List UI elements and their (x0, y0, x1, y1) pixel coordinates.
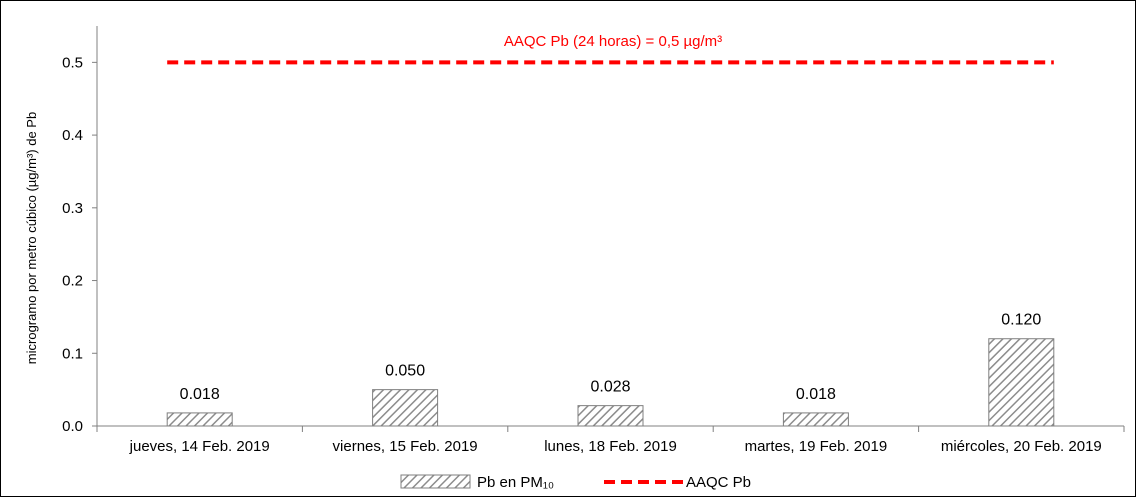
bar (372, 389, 439, 427)
y-tick-label: 0.3 (62, 200, 83, 217)
data-label: 0.028 (590, 379, 630, 396)
data-label: 0.018 (180, 386, 220, 403)
bars: 0.018 0.050 0.028 0.018 0.120 (166, 312, 1055, 427)
x-tick-label: viernes, 15 Feb. 2019 (333, 438, 478, 455)
data-label: 0.120 (1001, 312, 1041, 329)
x-tick-label: martes, 19 Feb. 2019 (745, 438, 888, 455)
x-tick-label: lunes, 18 Feb. 2019 (544, 438, 677, 455)
x-tick-label: miércoles, 20 Feb. 2019 (941, 438, 1102, 455)
reference-annotation: AAQC Pb (24 horas) = 0,5 µg/m³ (504, 33, 722, 50)
legend-swatch-bars (400, 474, 471, 489)
y-tick-label: 0.2 (62, 273, 83, 290)
y-tick-label: 0.1 (62, 345, 83, 362)
bar (782, 412, 849, 427)
bar (577, 405, 644, 427)
y-tick-label: 0.5 (62, 54, 83, 71)
y-axis-label: microgramo por metro cúbico (µg/m³) de P… (24, 112, 39, 364)
bar (166, 412, 233, 427)
data-label: 0.050 (385, 363, 425, 380)
legend-label-reference: AAQC Pb (686, 474, 751, 491)
data-label: 0.018 (796, 386, 836, 403)
y-tick-label: 0.4 (62, 127, 83, 144)
axes: 0.0 0.1 0.2 0.3 0.4 0.5 jueves, 14 Feb. 2019 vi… (62, 26, 1125, 455)
x-tick-label: jueves, 14 Feb. 2019 (129, 438, 270, 455)
bar (988, 338, 1055, 427)
legend: Pb en PM₁₀ AAQC Pb (400, 474, 751, 491)
legend-label-bars: Pb en PM₁₀ (477, 474, 554, 491)
y-tick-label: 0.0 (62, 418, 83, 435)
